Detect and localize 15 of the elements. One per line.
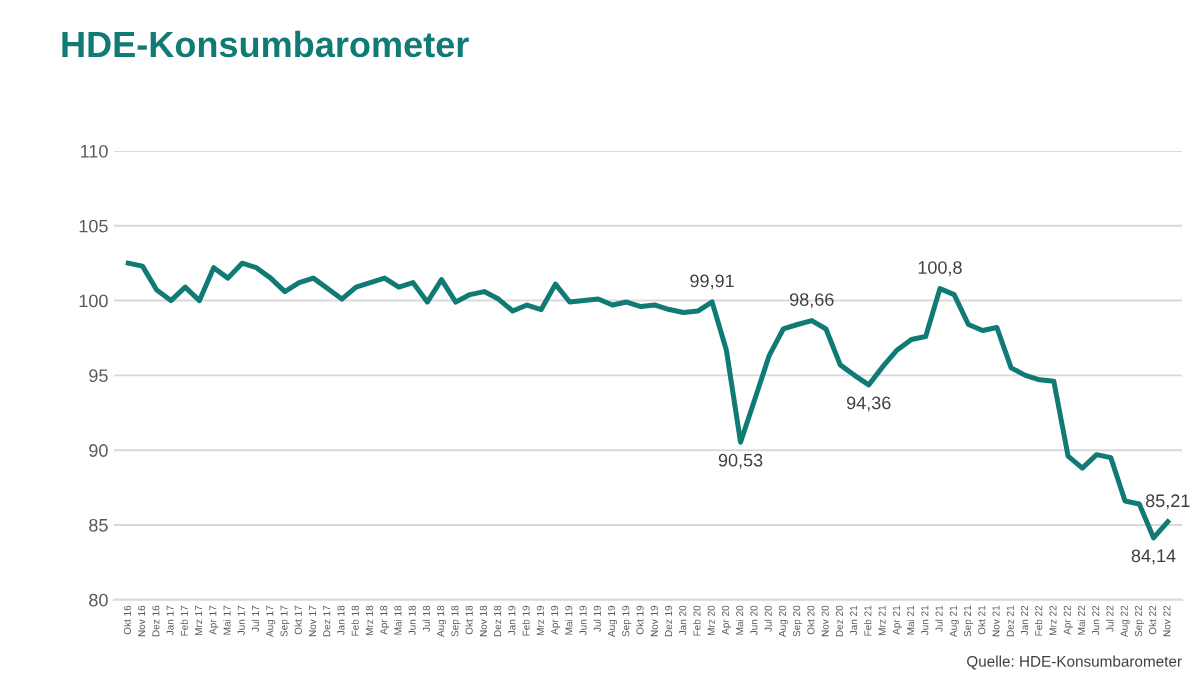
data-label: 85,21 <box>1145 494 1190 510</box>
data-label: 98,66 <box>790 293 834 309</box>
data-label: 99,91 <box>690 274 734 290</box>
data-label: 90,53 <box>718 453 763 469</box>
y-tick-label: 110 <box>81 144 108 158</box>
y-tick-label: 95 <box>89 369 108 383</box>
data-label: 100,8 <box>918 261 962 277</box>
y-tick-label: 90 <box>89 444 108 457</box>
y-tick-label: 105 <box>79 219 108 233</box>
data-label: 84,14 <box>1131 549 1176 565</box>
chart-title: HDE-Konsumbarometer <box>62 30 469 58</box>
data-label: 94,36 <box>846 396 891 412</box>
y-tick-label: 85 <box>89 518 108 532</box>
y-tick-label: 80 <box>89 593 108 607</box>
y-tick-label: 100 <box>79 294 108 308</box>
